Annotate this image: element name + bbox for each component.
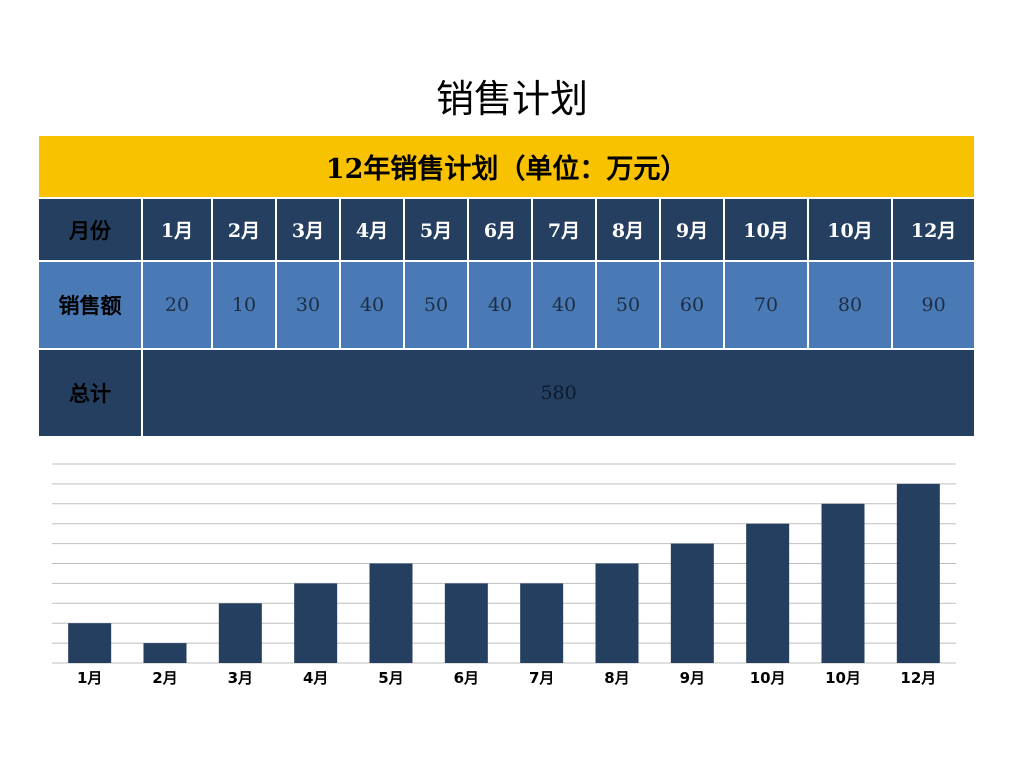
bar	[218, 603, 262, 663]
bar	[520, 583, 564, 663]
x-tick-label: 1月	[77, 669, 102, 687]
chart-bars	[68, 483, 940, 663]
x-tick-label: 10月	[750, 669, 786, 687]
month-cell: 10月	[723, 197, 809, 262]
sales-cell: 30	[275, 260, 341, 350]
sales-header-cell: 销售额	[37, 260, 143, 350]
x-tick-label: 6月	[454, 669, 479, 687]
sales-cell: 10	[211, 260, 277, 350]
sales-cell: 60	[659, 260, 725, 350]
x-tick-label: 3月	[228, 669, 253, 687]
sales-cell: 20	[141, 260, 213, 350]
bar	[294, 583, 338, 663]
sales-cell: 80	[807, 260, 893, 350]
bar	[444, 583, 488, 663]
month-cell: 3月	[275, 197, 341, 262]
x-tick-label: 9月	[680, 669, 705, 687]
month-cell: 8月	[595, 197, 661, 262]
month-cell: 6月	[467, 197, 533, 262]
chart-x-labels: 1月 2月 3月 4月 5月 6月 7月 8月 9月 10月 10月 12月	[77, 669, 936, 687]
month-cell: 4月	[339, 197, 405, 262]
table-title: 12年销售计划（单位：万元）	[36, 134, 977, 199]
bar	[896, 483, 940, 663]
month-header-cell: 月份	[37, 197, 143, 262]
sales-plan-table: 12年销售计划（单位：万元） 月份 1月 2月 3月 4月 5月 6月 7月 8…	[36, 134, 977, 438]
bar	[68, 623, 112, 663]
month-cell: 9月	[659, 197, 725, 262]
month-cell: 5月	[403, 197, 469, 262]
x-tick-label: 8月	[604, 669, 629, 687]
month-cell: 1月	[141, 197, 213, 262]
x-tick-label: 7月	[529, 669, 554, 687]
sales-cell: 40	[339, 260, 405, 350]
x-tick-label: 4月	[303, 669, 328, 687]
bar	[143, 643, 187, 663]
bar	[746, 523, 790, 663]
month-cell: 2月	[211, 197, 277, 262]
total-value-cell: 580	[140, 348, 977, 438]
bar	[595, 563, 639, 663]
page-title: 销售计划	[435, 77, 588, 121]
sales-cell: 40	[467, 260, 533, 350]
sales-cell: 90	[890, 260, 977, 350]
bar	[369, 563, 413, 663]
month-cell: 12月	[890, 197, 977, 262]
total-header-cell: 总计	[37, 348, 143, 438]
x-tick-label: 10月	[825, 669, 861, 687]
month-cell: 7月	[531, 197, 597, 262]
x-tick-label: 5月	[378, 669, 403, 687]
x-tick-label: 2月	[152, 669, 177, 687]
month-cell: 10月	[807, 197, 893, 262]
sales-cell: 50	[595, 260, 661, 350]
sales-cell: 70	[723, 260, 809, 350]
bar	[670, 543, 714, 663]
sales-bar-chart: 1月 2月 3月 4月 5月 6月 7月 8月 9月 10月 10月 12月	[52, 463, 956, 687]
sales-cell: 40	[531, 260, 597, 350]
bar	[821, 503, 865, 663]
x-tick-label: 12月	[900, 669, 936, 687]
chart-gridlines	[52, 463, 956, 664]
sales-cell: 50	[403, 260, 469, 350]
